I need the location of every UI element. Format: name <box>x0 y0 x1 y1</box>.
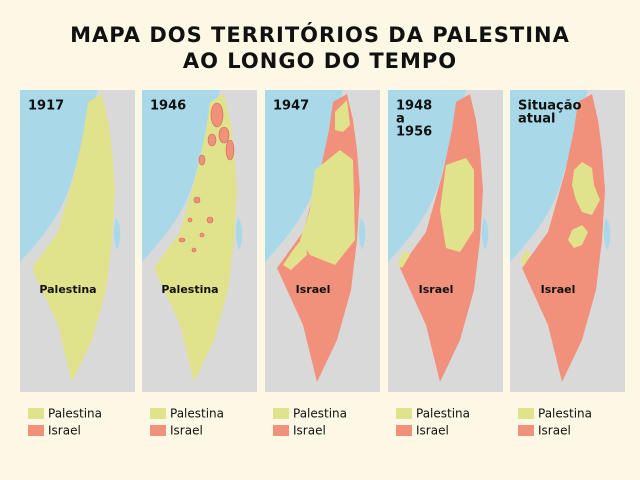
legend-swatch <box>28 408 44 419</box>
legend-label: Israel <box>48 424 81 438</box>
title-line: MAPA DOS TERRITÓRIOS DA PALESTINA <box>70 22 570 47</box>
israel-area <box>187 217 193 223</box>
legend-swatch <box>273 425 289 436</box>
palestine-area <box>335 100 350 132</box>
region-label: Israel <box>541 283 576 296</box>
legend-swatch <box>28 425 44 436</box>
legend-swatch <box>518 425 534 436</box>
palestine-area <box>300 150 355 265</box>
legend-label: Israel <box>416 424 449 438</box>
legend-swatch <box>150 408 166 419</box>
panel: 1917 Palestina Palestina Israel <box>20 90 135 438</box>
israel-area <box>178 237 186 243</box>
region-label: Palestina <box>161 283 218 296</box>
israel-area <box>225 139 235 161</box>
legend-label: Palestina <box>48 407 102 421</box>
lake <box>113 218 121 250</box>
israel-area <box>206 216 214 224</box>
israel-area <box>198 154 206 166</box>
israel-area <box>210 102 224 128</box>
legend-label: Palestina <box>170 407 224 421</box>
legend-label: Israel <box>538 424 571 438</box>
legend-label: Israel <box>293 424 326 438</box>
israel-area <box>193 196 201 204</box>
israel-area <box>207 133 217 147</box>
legend-swatch <box>396 408 412 419</box>
sea <box>388 90 466 262</box>
sea <box>265 90 343 262</box>
palestine-area <box>572 162 600 215</box>
palestine-area <box>283 235 307 270</box>
israel-area <box>191 247 197 253</box>
sea <box>20 90 98 262</box>
period-label: Situação <box>518 99 582 114</box>
sea <box>510 90 588 262</box>
territory <box>32 94 115 382</box>
panel: 1947 Israel Palestina Israel <box>265 90 380 438</box>
period-label: 1946 <box>150 99 186 114</box>
title-line: AO LONGO DO TEMPO <box>183 49 457 73</box>
legend-swatch <box>518 408 534 419</box>
palestine-area <box>520 250 531 266</box>
period-label: 1947 <box>273 99 309 114</box>
region-label: Israel <box>419 283 454 296</box>
israel-area <box>218 126 230 144</box>
legend-label: Palestina <box>538 407 592 421</box>
period-label: 1917 <box>28 99 64 114</box>
palestine-area <box>398 250 410 268</box>
legend-label: Palestina <box>293 407 347 421</box>
region-label: Israel <box>296 283 331 296</box>
lake <box>603 218 611 250</box>
sea <box>142 90 220 262</box>
legend-swatch <box>150 425 166 436</box>
legend-swatch <box>396 425 412 436</box>
legend-label: Palestina <box>416 407 470 421</box>
palestine-area <box>440 158 474 252</box>
lake <box>481 218 489 250</box>
period-label: a <box>396 112 405 127</box>
panel: 1946 Palestina Palestina Israel <box>142 90 257 438</box>
region-label: Palestina <box>39 283 96 296</box>
lake <box>358 218 366 250</box>
palestine-area <box>568 225 588 248</box>
israel-area <box>199 232 205 238</box>
legend-swatch <box>273 408 289 419</box>
period-label: atual <box>518 112 555 127</box>
lake <box>235 218 243 250</box>
territory <box>154 94 237 382</box>
period-label: 1956 <box>396 125 432 140</box>
period-label: 1948 <box>396 99 432 114</box>
legend-label: Israel <box>170 424 203 438</box>
